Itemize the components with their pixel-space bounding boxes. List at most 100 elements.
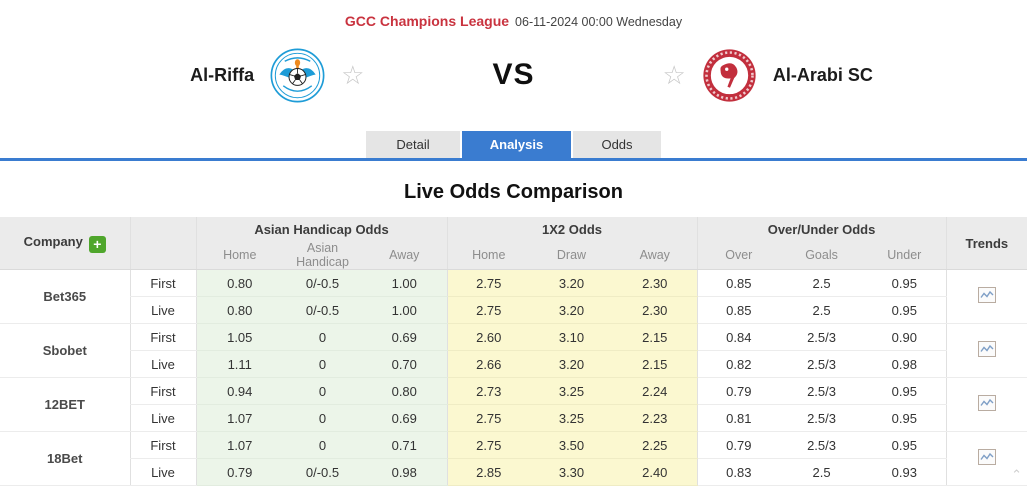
tab-detail[interactable]: Detail (366, 131, 460, 158)
odds-row: Live 1.07 0 0.69 2.75 3.25 2.23 0.81 2.5/3 0.95 (0, 404, 1027, 432)
asian-handicap-odd: 0 (283, 431, 362, 459)
over-under-odd: 0.85 (696, 296, 781, 324)
trend-chart-icon[interactable] (977, 395, 996, 411)
away-team-name: Al-Arabi SC (772, 64, 873, 85)
al-riffa-logo (270, 48, 325, 102)
one-x-two-odd: 2.23 (613, 404, 698, 432)
tabs-row: Detail Analysis Odds (0, 131, 1027, 158)
one-x-two-odd: 3.20 (530, 296, 613, 324)
over-under-odd: 2.5 (780, 269, 864, 297)
home-favorite-star-icon[interactable]: ☆ (341, 60, 365, 90)
row-type-label: Live (129, 404, 196, 432)
over-under-odd: 0.82 (696, 350, 781, 378)
odds-row: Live 1.11 0 0.70 2.66 3.20 2.15 0.82 2.5/3 0.98 (0, 350, 1027, 378)
over-under-odd: 2.5/3 (780, 431, 864, 459)
asian-handicap-odd: 0 (283, 377, 362, 405)
asian-handicap-odd: 1.05 (195, 323, 283, 351)
over-under-odd: 0.79 (696, 377, 781, 405)
tab-analysis[interactable]: Analysis (462, 131, 571, 158)
row-type-label: First (129, 323, 196, 351)
trend-chart-icon[interactable] (977, 449, 996, 465)
add-company-icon[interactable]: + (88, 235, 106, 253)
trend-chart-icon[interactable] (977, 341, 996, 357)
away-team-block: ☆ Al-Arabi SC (535, 48, 1027, 103)
row-type-label: First (129, 431, 196, 459)
over-under-odd: 0.90 (863, 323, 947, 351)
away-favorite-star-icon[interactable]: ☆ (662, 60, 686, 90)
company-name: 12BET (0, 377, 130, 432)
one-x-two-odd: 2.66 (446, 350, 530, 378)
asian-handicap-odd: 0.80 (195, 296, 283, 324)
match-header: GCC Champions League 06-11-2024 00:00 Wed… (0, 0, 1027, 30)
asian-handicap-odd: 0.69 (362, 404, 447, 432)
x12-home-header: Home (446, 241, 530, 270)
company-name: Sbobet (0, 323, 130, 378)
vs-label: VS (492, 58, 535, 91)
x12-away-header: Away (613, 241, 698, 270)
over-under-odd: 2.5/3 (780, 350, 864, 378)
over-under-odd: 2.5/3 (780, 323, 864, 351)
row-type-label: First (129, 269, 196, 297)
over-under-odd: 0.79 (696, 431, 781, 459)
over-under-odd: 2.5/3 (780, 404, 864, 432)
odds-table-body: Bet365 First 0.80 0/-0.5 1.00 2.75 3.20 2.30 0.8… (0, 269, 1027, 486)
home-team-name: Al-Riffa (190, 64, 255, 85)
league-name: GCC Champions League (344, 13, 510, 29)
odds-row: 12BET First 0.94 0 0.80 2.73 3.25 2.24 0.79 2.5/3… (0, 377, 1027, 432)
over-under-odd: 0.95 (863, 296, 947, 324)
over-under-odd: 2.5 (780, 296, 864, 324)
over-under-odd: 0.85 (696, 269, 781, 297)
one-x-two-odd: 3.25 (530, 377, 613, 405)
trend-chart-icon[interactable] (977, 287, 996, 303)
odds-row: Sbobet First 1.05 0 0.69 2.60 3.10 2.15 0.84 2.5/… (0, 323, 1027, 378)
asian-handicap-odd: 0/-0.5 (283, 296, 362, 324)
one-x-two-odd: 2.30 (613, 269, 698, 297)
asian-handicap-odd: 0.94 (195, 377, 283, 405)
one-x-two-odd: 3.30 (530, 458, 613, 486)
back-to-top-icon[interactable]: ⌃ (1011, 467, 1022, 482)
one-x-two-odd: 2.30 (613, 296, 698, 324)
asian-handicap-odd: 0 (283, 404, 362, 432)
tabs-active-divider (0, 158, 1027, 161)
ou-goals-header: Goals (780, 241, 864, 270)
home-team-block: Al-Riffa ☆ (0, 48, 492, 103)
company-header-label: Company (23, 233, 83, 249)
odds-row: Live 0.79 0/-0.5 0.98 2.85 3.30 2.40 0.83 2.5 0.9… (0, 458, 1027, 486)
one-x-two-odd: 3.20 (530, 269, 613, 297)
odds-row: Bet365 First 0.80 0/-0.5 1.00 2.75 3.20 2.30 0.8… (0, 269, 1027, 324)
tab-odds[interactable]: Odds (573, 131, 661, 158)
asian-handicap-odd: 0/-0.5 (283, 458, 362, 486)
over-under-odd: 2.5 (780, 458, 864, 486)
over-under-group-header: Over/Under Odds (696, 217, 947, 241)
one-x-two-odd: 2.40 (613, 458, 698, 486)
odds-table-header: Company + Asian Handicap Odds 1X2 Odds Ov… (0, 217, 1027, 270)
over-under-odd: 0.93 (863, 458, 947, 486)
one-x-two-odd: 2.15 (613, 350, 698, 378)
asian-handicap-odd: 0.80 (195, 269, 283, 297)
asian-handicap-odd: 0 (283, 323, 362, 351)
row-type-column-header (129, 217, 196, 270)
one-x-two-odd: 3.20 (530, 350, 613, 378)
trends-cell (945, 323, 1027, 378)
one-x-two-odd: 3.50 (530, 431, 613, 459)
over-under-odd: 0.83 (696, 458, 781, 486)
trends-column-header: Trends (945, 217, 1027, 270)
over-under-odd: 0.95 (863, 269, 947, 297)
asian-handicap-odd: 0/-0.5 (283, 269, 362, 297)
row-type-label: Live (129, 296, 196, 324)
over-under-odd: 0.98 (863, 350, 947, 378)
asian-handicap-odd: 1.11 (195, 350, 283, 378)
over-under-odd: 0.84 (696, 323, 781, 351)
asian-handicap-odd: 0.71 (362, 431, 447, 459)
over-under-odd: 0.81 (696, 404, 781, 432)
company-name: 18Bet (0, 431, 130, 486)
one-x-two-group-header: 1X2 Odds (446, 217, 698, 241)
asian-handicap-odd: 0.80 (362, 377, 447, 405)
asian-handicap-odd: 0.98 (362, 458, 447, 486)
over-under-odd: 0.95 (863, 377, 947, 405)
one-x-two-odd: 2.73 (446, 377, 530, 405)
row-type-label: Live (129, 350, 196, 378)
asian-handicap-odd: 0 (283, 350, 362, 378)
ah-home-header: Home (195, 241, 283, 270)
asian-handicap-group-header: Asian Handicap Odds (195, 217, 447, 241)
